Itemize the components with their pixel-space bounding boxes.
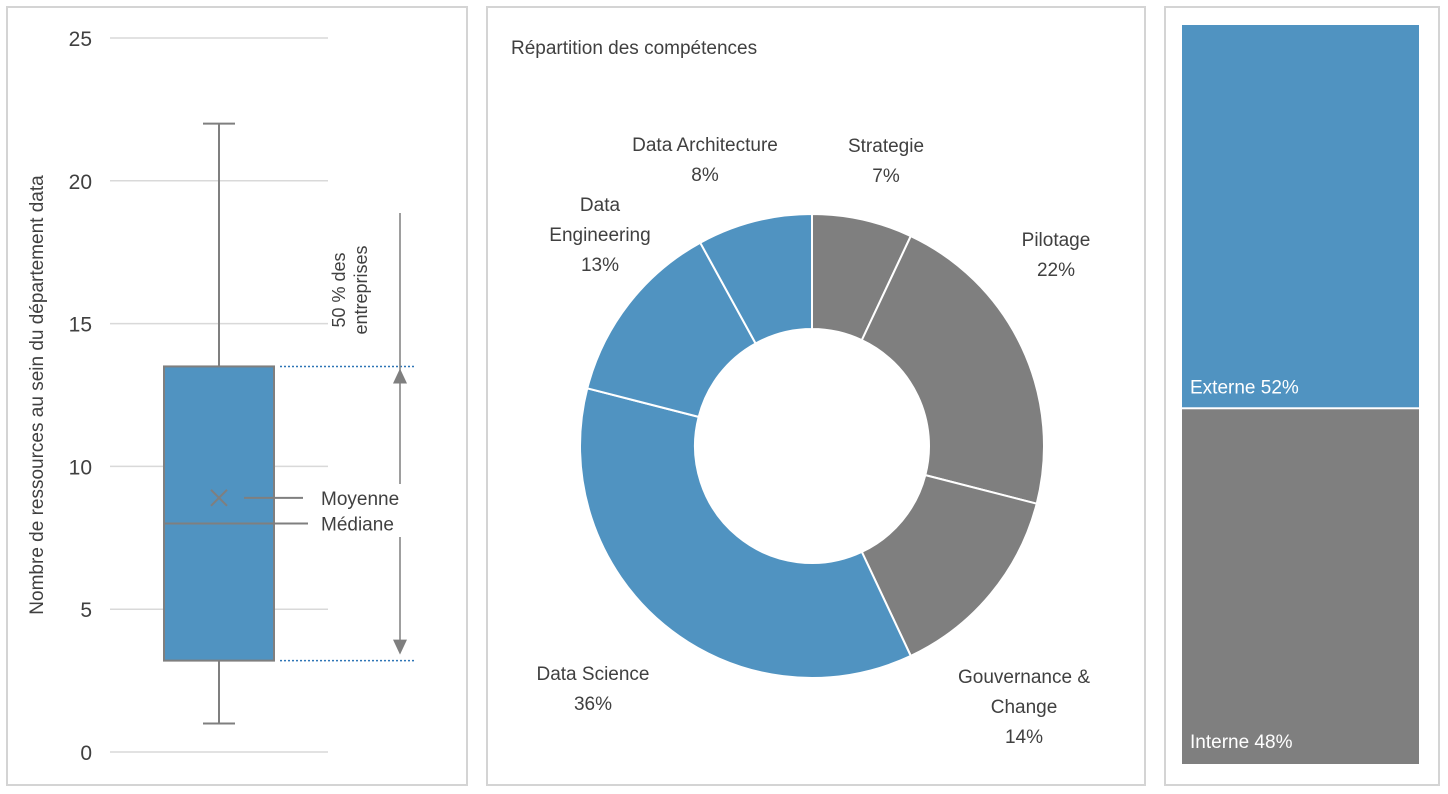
bar-segment-label: Interne 48%: [1190, 732, 1293, 753]
bar-segment: [1182, 409, 1419, 764]
bar-segment: [1182, 25, 1419, 408]
y-tick-label: 5: [80, 599, 92, 622]
slice-name-label: Data Science: [536, 664, 649, 685]
donut-slice-pilotage: [860, 234, 1045, 505]
slice-name-label: Data: [580, 195, 621, 216]
y-tick-label: 0: [80, 742, 92, 765]
range-label-line2: entreprises: [351, 245, 371, 334]
y-tick-label: 10: [69, 456, 92, 479]
slice-percent-label: 13%: [581, 255, 619, 276]
y-tick-label: 25: [69, 28, 92, 51]
y-axis-label: Nombre de ressources au sein du départem…: [27, 175, 48, 615]
slice-percent-label: 7%: [872, 166, 900, 187]
slice-percent-label: 36%: [574, 694, 612, 715]
y-tick-label: 20: [69, 171, 92, 194]
mean-marker: [210, 489, 228, 507]
slice-name-label: Pilotage: [1022, 230, 1091, 251]
median-label: Médiane: [321, 515, 394, 536]
donut-slice-gouvernance-change: [860, 473, 1038, 658]
donut-slice-data-architecture: [698, 212, 813, 345]
slice-name-label: Data Architecture: [632, 135, 778, 156]
slice-percent-label: 22%: [1037, 260, 1075, 281]
slice-percent-label: 8%: [691, 165, 719, 186]
range-label-line1: 50 % des: [329, 252, 349, 327]
chart-title: Répartition des compétences: [511, 38, 757, 59]
slice-name-label: Gouvernance &: [958, 667, 1090, 688]
arrow-head-down: [393, 639, 407, 655]
y-tick-label: 15: [69, 314, 92, 337]
iqr-box: [163, 365, 275, 662]
slice-name-label: Engineering: [549, 225, 650, 246]
slice-percent-label: 14%: [1005, 727, 1043, 748]
slice-name-label: Strategie: [848, 136, 924, 157]
donut-slice-data-science: [579, 387, 913, 679]
slice-name-label: Change: [991, 697, 1058, 718]
bar-segment-label: Externe 52%: [1190, 377, 1299, 398]
arrow-head-up: [393, 368, 407, 384]
mean-label: Moyenne: [321, 489, 399, 510]
